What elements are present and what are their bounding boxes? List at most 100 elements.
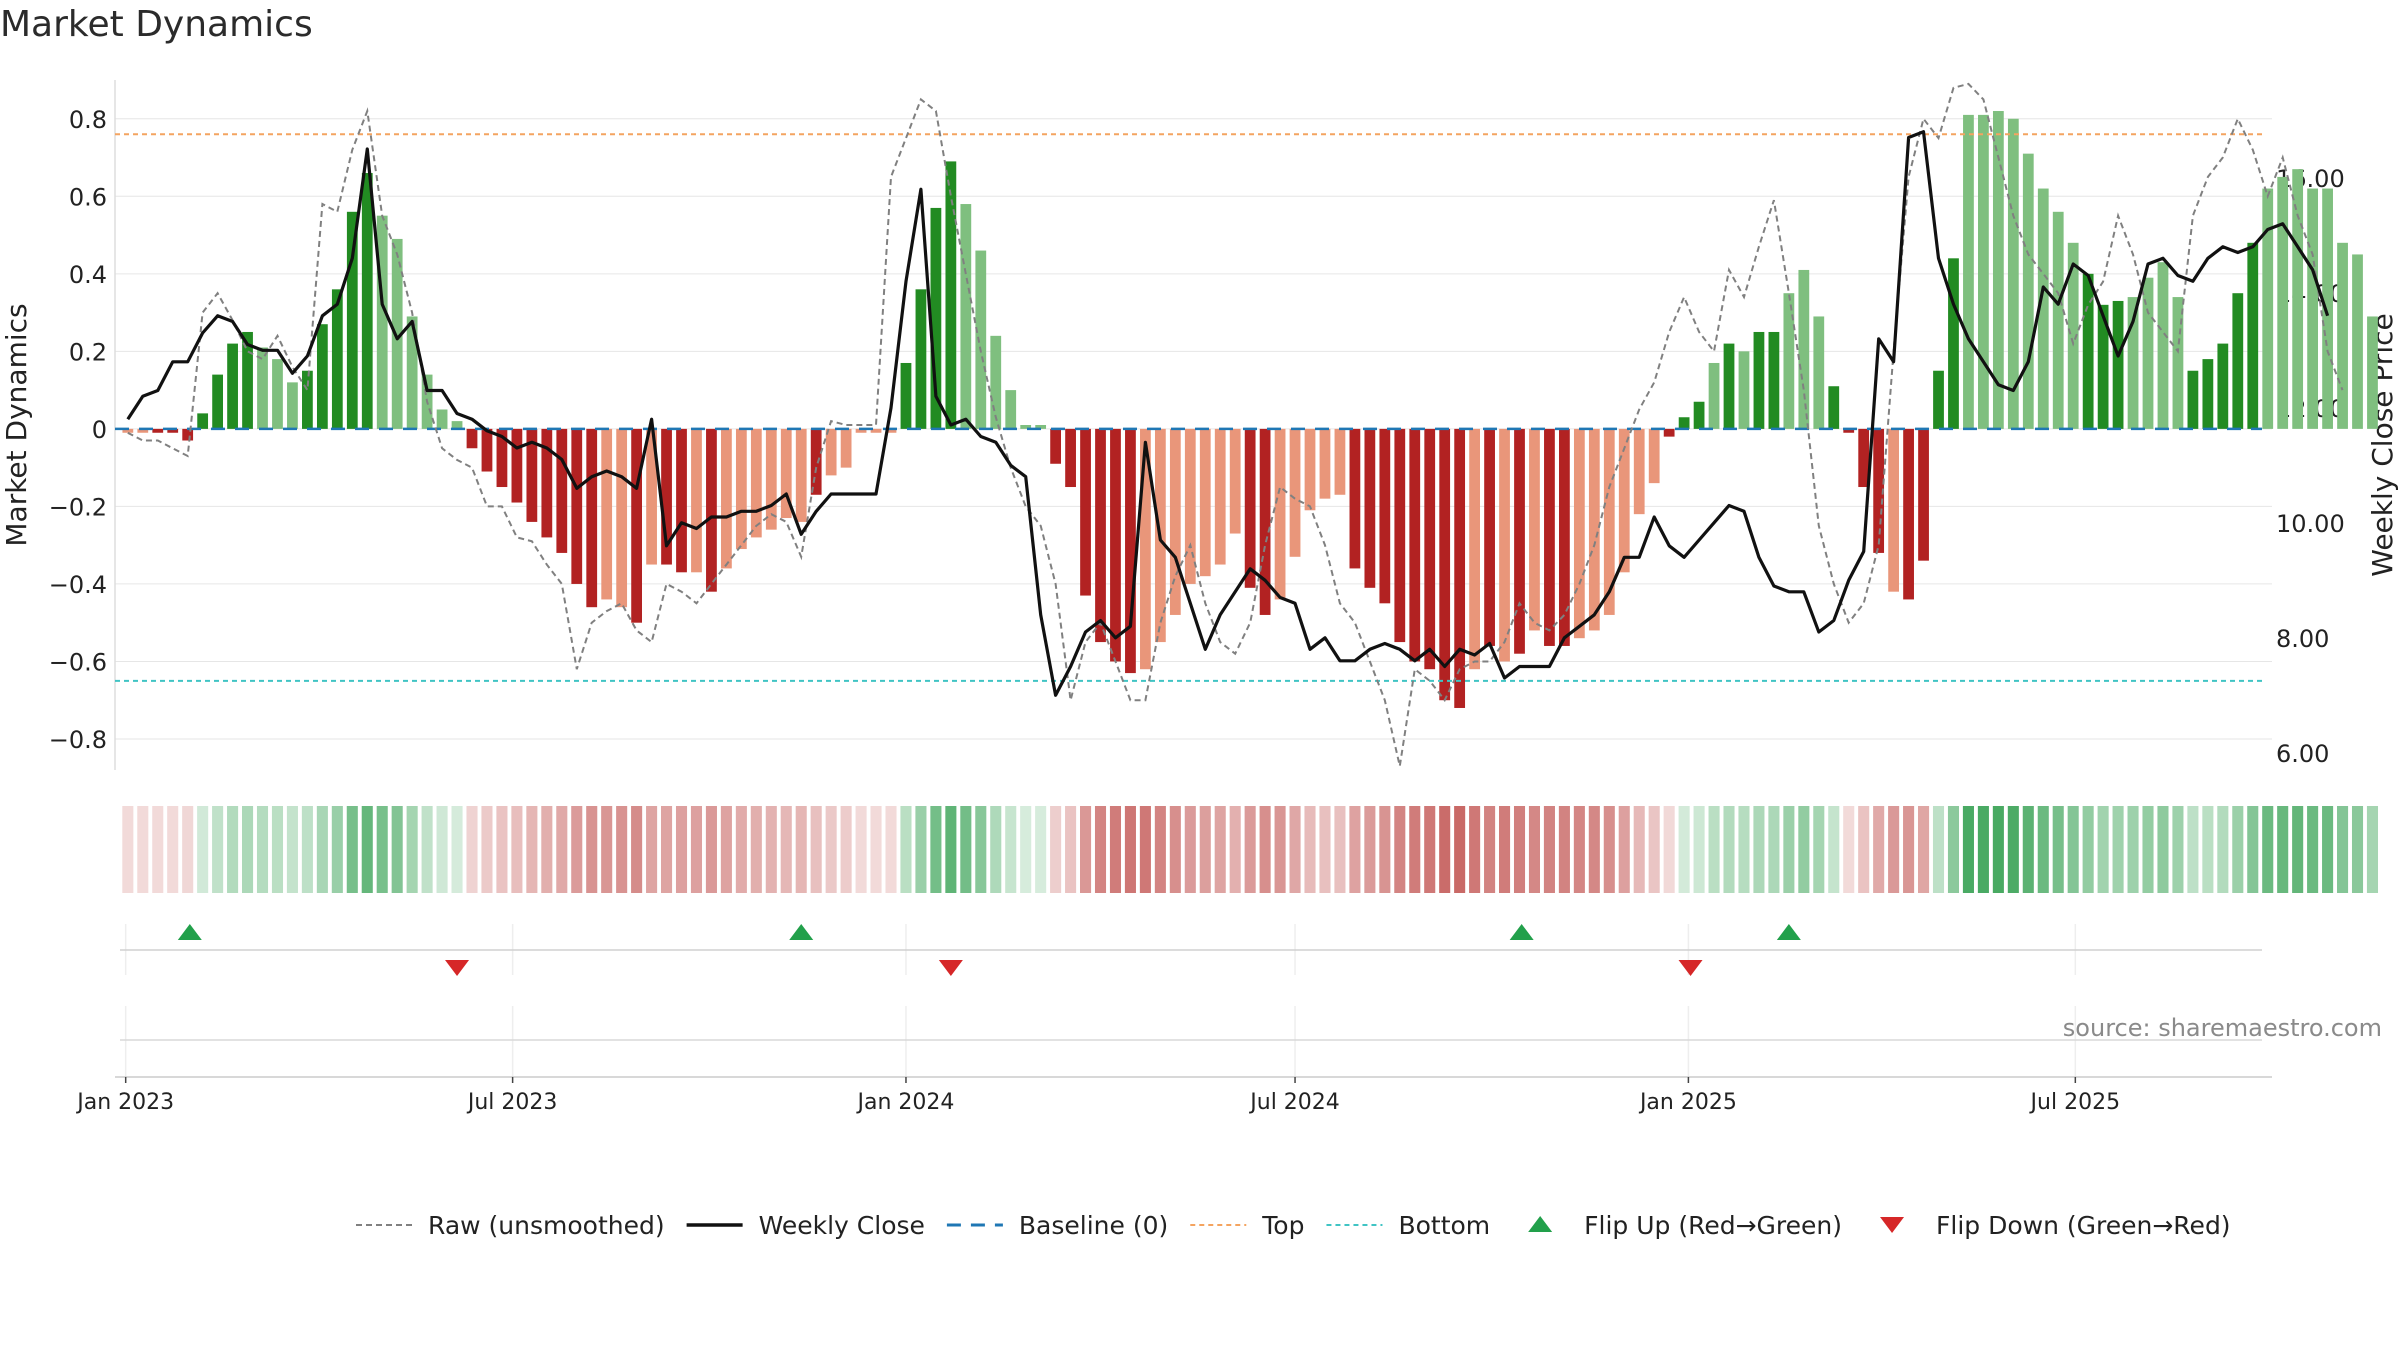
regime-cell: [1947, 806, 1960, 893]
regime-cell: [855, 806, 867, 893]
regime-cell: [137, 806, 149, 893]
legend-item: Baseline (0): [946, 1211, 1168, 1240]
legend-swatch-flip-down: [1880, 1217, 1905, 1233]
regime-cell: [2217, 806, 2229, 893]
bar: [1289, 428, 1301, 557]
y-tick-label: −0.4: [49, 571, 107, 599]
regime-cell: [2007, 806, 2019, 893]
regime-cell: [1843, 806, 1855, 893]
bar: [2022, 153, 2034, 429]
bar: [1424, 428, 1436, 670]
regime-cell: [526, 806, 538, 893]
bar: [1573, 428, 1585, 639]
regime-cell: [2112, 806, 2124, 893]
bar: [1798, 269, 1810, 429]
regime-cell: [2052, 806, 2064, 893]
regime-cell: [1080, 806, 1092, 893]
regime-cell: [1094, 806, 1107, 893]
legend-item: Flip Up (Red→Green): [1528, 1211, 1842, 1240]
regime-cell: [780, 806, 792, 893]
regime-cell: [990, 806, 1002, 893]
regime-cell: [1304, 806, 1316, 893]
regime-cell: [810, 806, 822, 893]
x-tick-label: Jan 2024: [856, 1090, 955, 1115]
regime-cell: [2067, 806, 2079, 893]
bar: [1603, 428, 1615, 615]
regime-cell: [735, 806, 747, 893]
regime-cell: [2366, 806, 2379, 893]
legend-label: Raw (unsmoothed): [428, 1211, 665, 1240]
regime-cell: [1364, 806, 1376, 893]
regime-cell: [1513, 806, 1526, 893]
bar: [361, 173, 373, 429]
regime-cell: [765, 806, 777, 893]
bar: [1903, 428, 1914, 600]
legend-item: Top: [1190, 1211, 1304, 1240]
regime-cell: [481, 806, 493, 893]
bar: [915, 289, 927, 429]
regime-cell: [1738, 806, 1750, 893]
bar: [691, 428, 702, 573]
bar: [2247, 242, 2259, 429]
regime-cell: [1154, 806, 1166, 893]
bar: [571, 428, 583, 584]
bar: [331, 289, 343, 429]
legend-label: Weekly Close: [759, 1211, 925, 1240]
regime-cell: [586, 806, 598, 893]
bar: [451, 421, 463, 429]
legend-label: Bottom: [1398, 1211, 1490, 1240]
bar: [2232, 293, 2244, 429]
regime-cell: [1723, 806, 1735, 893]
bar: [990, 335, 1002, 429]
bar: [1065, 428, 1076, 488]
bar: [1873, 428, 1885, 553]
regime-cell: [1873, 806, 1885, 893]
bar: [1184, 428, 1196, 584]
bar: [900, 362, 912, 429]
legend-swatch-flip-up: [1528, 1216, 1553, 1232]
regime-cell: [1962, 806, 1974, 893]
x-tick-label: Jul 2023: [466, 1090, 558, 1115]
bar: [302, 370, 313, 429]
bar: [1948, 258, 1959, 429]
regime-cell: [1199, 806, 1211, 893]
bar: [2322, 188, 2333, 429]
bar: [1035, 425, 1047, 429]
bar: [1588, 428, 1600, 631]
regime-cell: [421, 806, 433, 893]
regime-cell: [795, 806, 807, 893]
bar: [1199, 428, 1211, 577]
bar: [840, 428, 852, 468]
x-tick-label: Jan 2025: [1638, 1090, 1737, 1115]
y2-tick-label: 8.00: [2276, 625, 2329, 653]
regime-cell: [1693, 806, 1705, 893]
raw-series-line: [127, 82, 2344, 767]
bar: [1723, 343, 1735, 429]
regime-cell: [1409, 806, 1421, 893]
regime-cell: [1903, 806, 1915, 893]
bar: [2067, 242, 2079, 429]
regime-cell: [1618, 806, 1630, 893]
regime-cell: [2022, 806, 2034, 893]
regime-cell: [1289, 806, 1301, 893]
chart-title: Market Dynamics: [0, 4, 313, 45]
bar: [2352, 254, 2363, 429]
y-tick-label: 0.2: [69, 338, 107, 366]
flip-up-marker: [1776, 924, 1801, 940]
regime-cell: [1603, 806, 1615, 893]
regime-cell: [1379, 806, 1391, 893]
x-tick-label: Jul 2025: [2029, 1090, 2121, 1115]
y-tick-label: −0.2: [49, 493, 107, 521]
bar: [1738, 351, 1750, 429]
regime-cell: [1648, 806, 1660, 893]
bar: [1020, 425, 1032, 429]
bar: [1858, 428, 1870, 488]
flip-up-marker: [177, 924, 202, 940]
legend: Raw (unsmoothed) Weekly Close Baseline (0)…: [356, 1211, 2231, 1240]
regime-cell: [1977, 806, 1989, 893]
bar: [376, 215, 388, 429]
bar: [2262, 188, 2274, 429]
bar: [2157, 262, 2169, 429]
regime-cell: [616, 806, 628, 893]
regime-cell: [720, 806, 732, 893]
